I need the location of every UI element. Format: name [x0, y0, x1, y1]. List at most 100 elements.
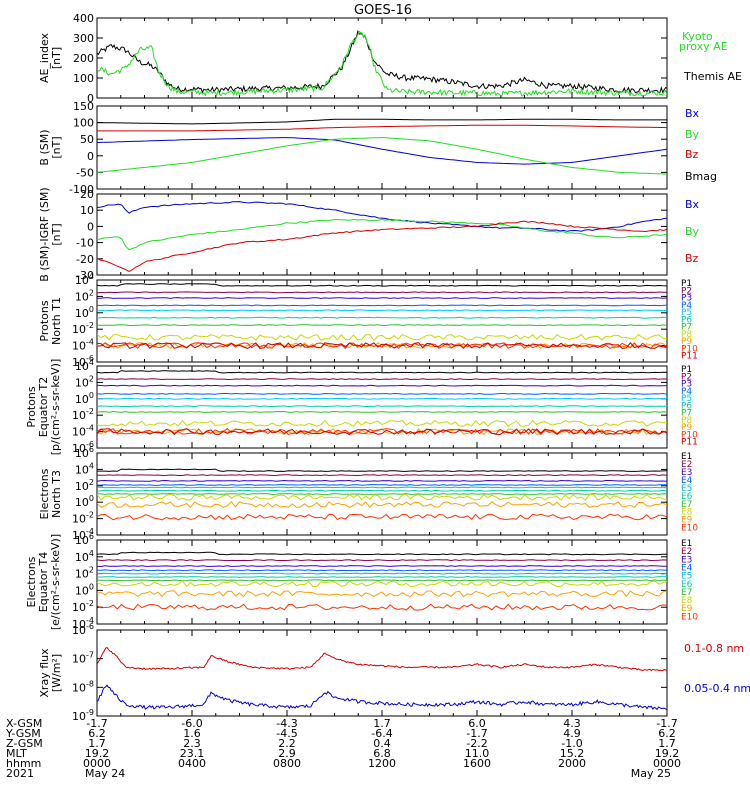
- y-axis-label: [nT]: [50, 47, 63, 69]
- y-axis-label: [nT]: [50, 223, 63, 245]
- orbit-value: 0.4: [373, 737, 391, 750]
- orbit-value: -4.3: [276, 717, 297, 730]
- channel-label: E5: [681, 484, 692, 494]
- channel-e8: [97, 580, 667, 588]
- y-axis-label: Equator T4: [37, 552, 50, 612]
- orbit-value: -1.7: [466, 727, 487, 740]
- channel-e8: [97, 493, 667, 501]
- legend-bmag: Bmag: [685, 170, 717, 183]
- channel-label: P3: [681, 380, 692, 390]
- orbit-value: 2.2: [278, 737, 296, 750]
- orbit-value: 2000: [558, 757, 586, 770]
- legend-bx: Bx: [685, 198, 700, 211]
- y-axis-label: AE_index: [38, 32, 51, 83]
- orbit-value: 6.2: [658, 727, 676, 740]
- channel-p1: [97, 370, 667, 374]
- y-tick-label: 10-9: [72, 708, 94, 723]
- channel-label: P9: [681, 423, 692, 433]
- y-tick-label: 10-2: [72, 599, 94, 614]
- y-tick-label: 100: [73, 117, 94, 130]
- orbit-value: 4.3: [563, 717, 581, 730]
- series-0-05-0-4-nm: [97, 684, 667, 711]
- y-tick-label: -20: [76, 253, 94, 266]
- orbit-value: 4.9: [563, 727, 581, 740]
- y-axis-label: Protons: [38, 300, 51, 341]
- y-tick-label: 100: [75, 391, 94, 406]
- orbit-value: 1.7: [658, 737, 676, 750]
- y-tick-label: 150: [73, 100, 94, 113]
- y-axis-label: [nT]: [50, 136, 63, 158]
- orbit-value: 6.2: [88, 727, 106, 740]
- legend-proxy-ae: proxy AE: [679, 40, 728, 53]
- channel-label: E1: [681, 539, 692, 549]
- channel-p7: [97, 410, 667, 413]
- series-bmag: [97, 118, 667, 125]
- orbit-value: May 24: [85, 767, 125, 780]
- channel-label: P5: [681, 308, 692, 318]
- channel-p10: [97, 428, 667, 436]
- orbit-value: 1.7: [88, 737, 106, 750]
- channel-p7: [97, 324, 667, 327]
- channel-e4: [97, 484, 667, 486]
- panel-frame: [96, 17, 668, 99]
- orbit-row-label: Y-GSM: [5, 727, 41, 740]
- orbit-table: X-GSMY-GSMZ-GSMMLThhmm2021-1.76.21.719.2…: [5, 717, 681, 780]
- channel-e9: [97, 590, 667, 598]
- channel-p6: [97, 405, 667, 408]
- channel-label: P1: [681, 279, 692, 289]
- y-tick-label: 300: [73, 32, 94, 45]
- legend-by: By: [685, 128, 700, 141]
- channel-e7: [97, 579, 667, 582]
- legend-by: By: [685, 225, 700, 238]
- y-tick-label: 10-4: [72, 616, 94, 631]
- y-tick-label: 0: [87, 92, 94, 105]
- orbit-value: 6.0: [468, 717, 486, 730]
- y-tick-label: 20: [80, 188, 94, 201]
- y-tick-label: 104: [75, 272, 94, 287]
- y-axis-label: Electrons: [25, 556, 38, 607]
- channel-label: E4: [681, 476, 693, 486]
- channel-p3: [97, 384, 667, 387]
- panel-frame: [96, 365, 668, 449]
- y-axis-label: North T3: [50, 470, 63, 518]
- channel-label: P7: [681, 409, 692, 419]
- orbit-value: 0400: [178, 757, 206, 770]
- y-tick-label: 100: [73, 72, 94, 85]
- channel-p8: [97, 333, 667, 341]
- channel-label: E3: [681, 468, 692, 478]
- orbit-value: May 25: [631, 767, 671, 780]
- channel-label: E7: [681, 588, 692, 598]
- channel-label: P8: [681, 416, 692, 426]
- channel-label: E3: [681, 555, 692, 565]
- panel-bigrf: -30 -20 -10 0 10 20 B (SM)-IGRF (SM) [nT] Bx By Bz: [38, 187, 700, 282]
- channel-p3: [97, 297, 667, 299]
- legend-bz: Bz: [685, 252, 699, 265]
- y-axis-label: [W/m²]: [50, 654, 63, 692]
- y-tick-label: 10-6: [72, 622, 94, 637]
- channel-p11: [97, 342, 667, 350]
- y-tick-label: 10-7: [72, 651, 94, 666]
- y-axis-label: Equator T2: [37, 377, 50, 437]
- y-axis-label: Protons: [25, 386, 38, 427]
- y-tick-label: 10-4: [72, 338, 94, 353]
- channel-p5: [97, 309, 667, 312]
- channel-p5: [97, 397, 667, 400]
- orbit-value: -1.7: [86, 717, 107, 730]
- series-by: [97, 218, 667, 251]
- y-tick-label: -100: [69, 183, 94, 196]
- orbit-value: 19.2: [655, 747, 680, 760]
- y-tick-label: -10: [76, 237, 94, 250]
- orbit-value: 6.8: [373, 747, 391, 760]
- y-tick-label: 102: [75, 288, 94, 303]
- channel-label: P6: [681, 401, 692, 411]
- legend-bz: Bz: [685, 148, 699, 161]
- y-tick-label: 102: [75, 374, 94, 389]
- channel-p4: [97, 304, 667, 307]
- channel-label: P10: [681, 430, 698, 440]
